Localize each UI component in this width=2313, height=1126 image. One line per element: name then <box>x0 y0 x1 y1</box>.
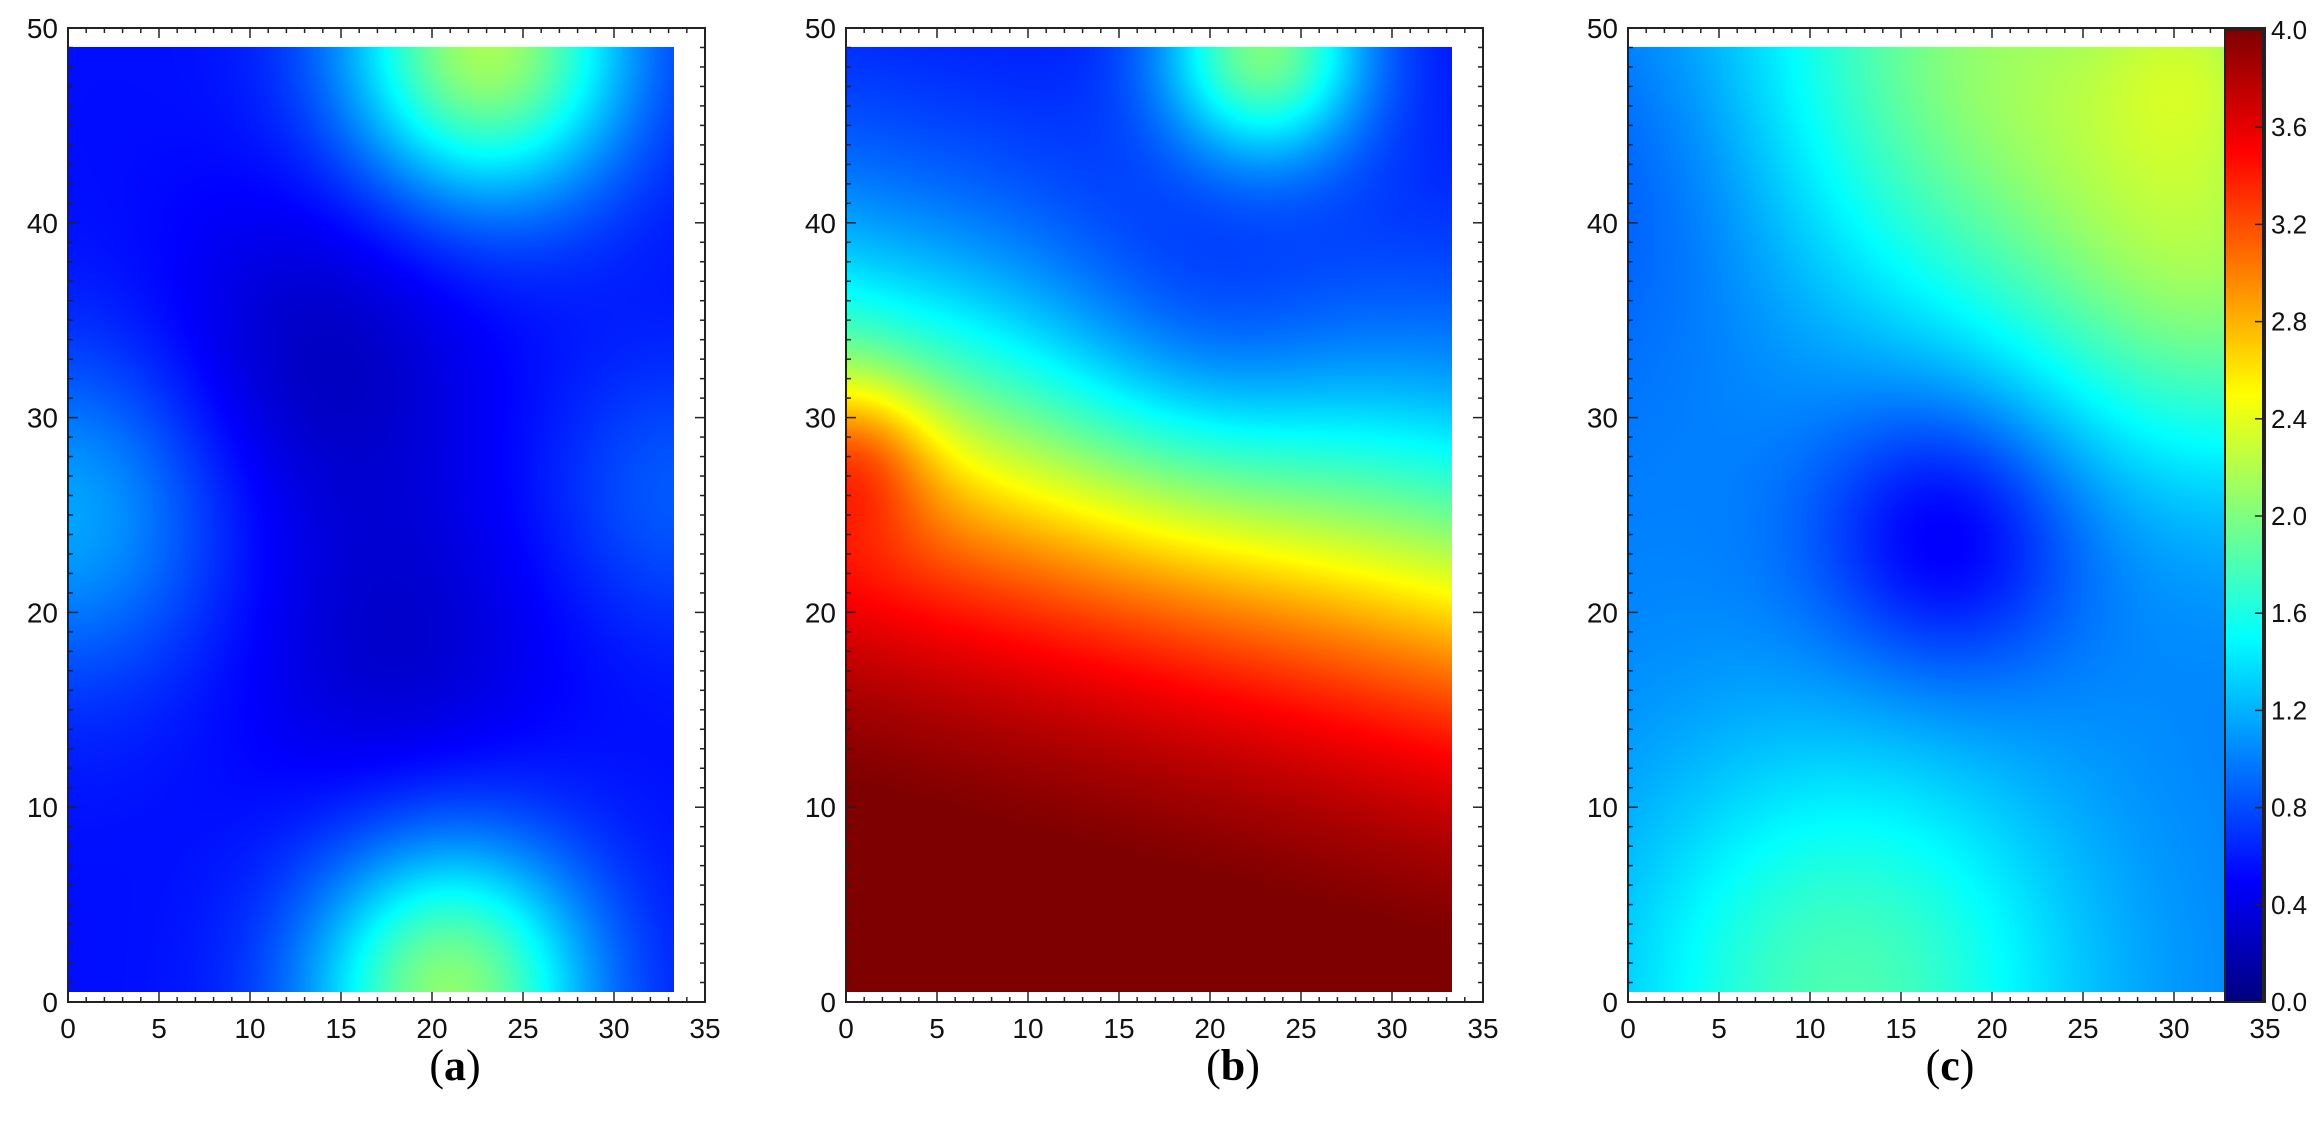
x-tick-label: 20 <box>1976 1013 2007 1044</box>
caption-a: (a) <box>429 1041 481 1090</box>
y-tick-label: 20 <box>27 597 58 628</box>
y-tick-label: 40 <box>805 208 836 239</box>
x-tick-label: 20 <box>416 1013 447 1044</box>
x-tick-label: 30 <box>2158 1013 2189 1044</box>
colorbar-tick-label: 0.0 <box>2271 987 2307 1017</box>
caption-a-letter: a <box>444 1041 466 1090</box>
x-tick-label: 0 <box>1620 1013 1636 1044</box>
colorbar-tick-label: 2.4 <box>2271 404 2307 434</box>
caption-b-letter: b <box>1220 1041 1246 1090</box>
x-tick-label: 35 <box>1467 1013 1498 1044</box>
y-tick-label: 0 <box>1602 987 1618 1018</box>
x-tick-label: 0 <box>60 1013 76 1044</box>
x-tick-label: 35 <box>689 1013 720 1044</box>
x-tick-label: 0 <box>838 1013 854 1044</box>
x-tick-label: 35 <box>2249 1013 2280 1044</box>
x-tick-label: 5 <box>1711 1013 1727 1044</box>
x-tick-label: 5 <box>151 1013 167 1044</box>
heatmap-image-c <box>1628 47 2234 993</box>
y-tick-label: 30 <box>805 403 836 434</box>
y-tick-label: 0 <box>42 987 58 1018</box>
y-tick-label: 50 <box>1587 13 1618 44</box>
y-tick-label: 50 <box>805 13 836 44</box>
colorbar-tick-label: 1.6 <box>2271 598 2307 628</box>
colorbar-tick-label: 0.4 <box>2271 890 2307 920</box>
y-tick-label: 40 <box>27 208 58 239</box>
axes-b: 0 5 10 15 20 25 30 35 0 10 20 30 40 50 <box>805 13 1499 1044</box>
caption-b: (b) <box>1206 1041 1260 1090</box>
heatmap-image-b <box>846 47 1452 993</box>
x-tick-label: 30 <box>598 1013 629 1044</box>
colorbar-tick-label: 3.6 <box>2271 112 2307 142</box>
x-tick-label: 10 <box>234 1013 265 1044</box>
x-tick-label: 15 <box>1103 1013 1134 1044</box>
x-tick-label: 5 <box>929 1013 945 1044</box>
axes-a: 0 5 10 15 20 25 30 35 0 10 20 30 40 50 <box>27 13 721 1044</box>
x-tick-label: 10 <box>1794 1013 1825 1044</box>
colorbar-tick-label: 2.0 <box>2271 501 2307 531</box>
caption-c: (c) <box>1925 1041 1975 1090</box>
x-tick-label: 15 <box>1885 1013 1916 1044</box>
x-tick-label: 25 <box>1285 1013 1316 1044</box>
y-tick-label: 30 <box>1587 403 1618 434</box>
y-tick-label: 10 <box>1587 792 1618 823</box>
colorbar-tick-label: 3.2 <box>2271 209 2307 239</box>
y-tick-label: 30 <box>27 403 58 434</box>
heatmap-panel-b: 0 5 10 15 20 25 30 35 0 10 20 30 40 50 <box>805 13 1499 1044</box>
x-tick-label: 25 <box>507 1013 538 1044</box>
x-tick-label: 25 <box>2067 1013 2098 1044</box>
y-tick-label: 10 <box>805 792 836 823</box>
colorbar-tick-label: 0.8 <box>2271 793 2307 823</box>
heatmap-panel-a: 0 5 10 15 20 25 30 35 0 10 20 30 40 50 <box>0 0 721 1121</box>
heatmap-image-a <box>68 47 674 993</box>
x-tick-label: 15 <box>325 1013 356 1044</box>
y-tick-label: 10 <box>27 792 58 823</box>
x-tick-label: 30 <box>1376 1013 1407 1044</box>
caption-c-letter: c <box>1940 1041 1960 1090</box>
y-tick-label: 40 <box>1587 208 1618 239</box>
x-tick-label: 10 <box>1012 1013 1043 1044</box>
y-tick-label: 0 <box>820 987 836 1018</box>
y-tick-label: 20 <box>805 597 836 628</box>
y-tick-label: 20 <box>1587 597 1618 628</box>
colorbar-tick-label: 2.8 <box>2271 307 2307 337</box>
colorbar-tick-label: 1.2 <box>2271 695 2307 725</box>
y-tick-label: 50 <box>27 13 58 44</box>
colorbar-tick-label: 4.0 <box>2271 15 2307 45</box>
x-tick-label: 20 <box>1194 1013 1225 1044</box>
